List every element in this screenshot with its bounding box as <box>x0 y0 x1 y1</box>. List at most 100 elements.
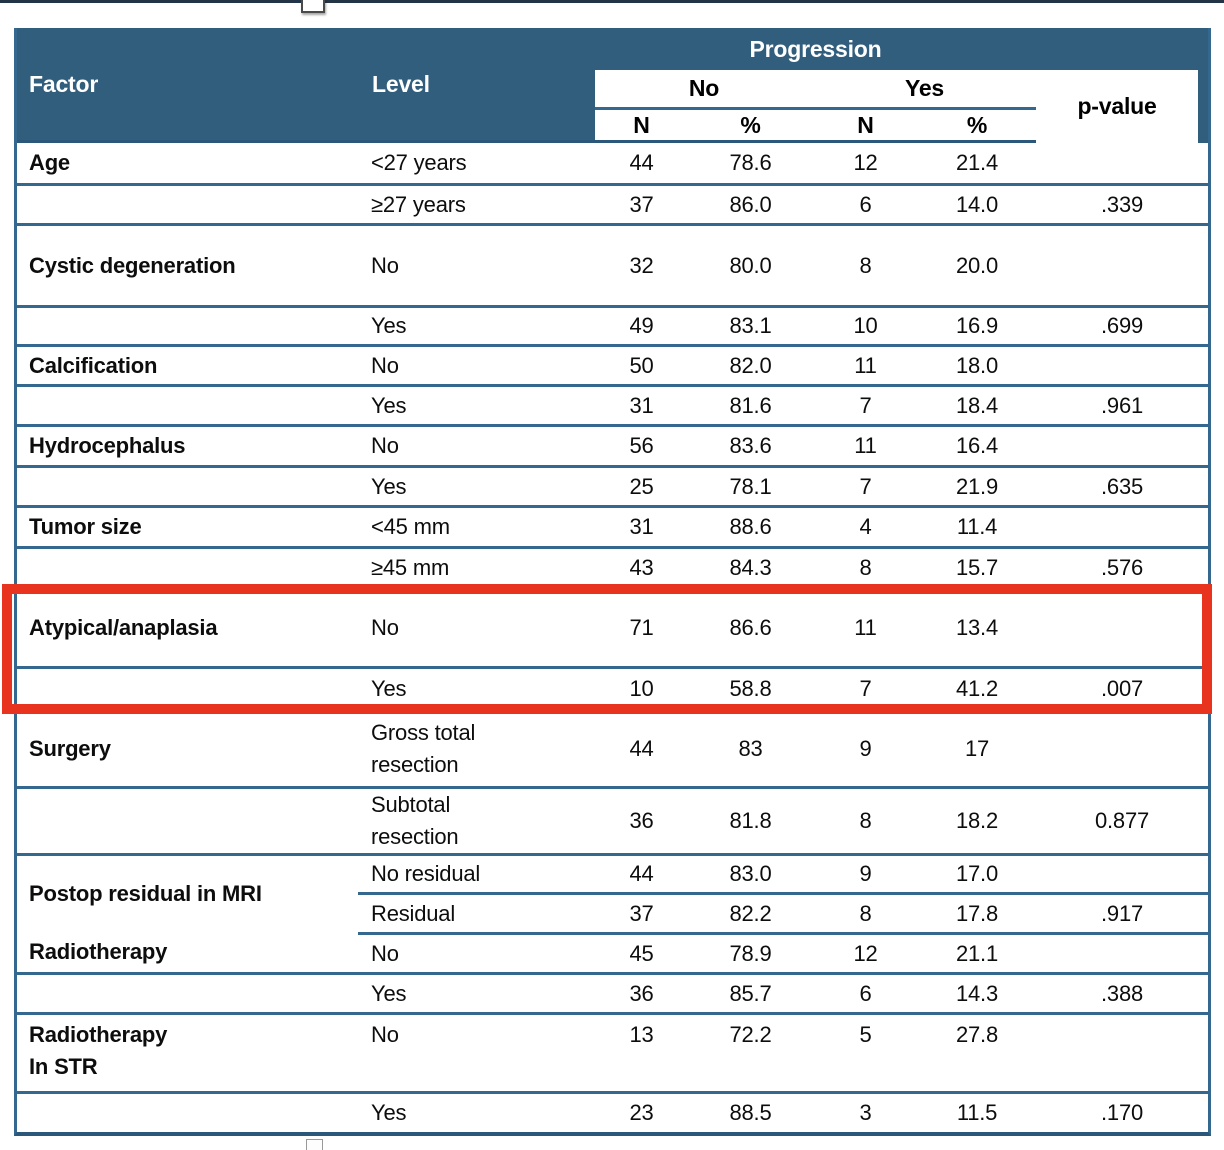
level-cell: No <box>358 1012 595 1091</box>
factor-cell <box>17 546 358 587</box>
p-value-cell <box>1036 344 1209 384</box>
yes-pct-cell: 11.4 <box>918 505 1037 546</box>
table-row: ≥45 mm 43 84.3 8 15.7.576 <box>17 546 1209 587</box>
yes-n-cell: 8 <box>813 223 918 305</box>
yes-n-cell: 11 <box>813 344 918 384</box>
factor-cell: Age <box>17 143 358 183</box>
no-n-header: N <box>595 110 688 143</box>
p-value-cell: .635 <box>1036 465 1209 505</box>
no-pct-cell: 83.6 <box>688 424 813 465</box>
factor-cell: Radiotherapy <box>17 932 358 972</box>
no-n-cell: 71 <box>595 587 688 666</box>
p-value-cell: .388 <box>1036 972 1209 1012</box>
factor-cell: Atypical/anaplasia <box>17 587 358 666</box>
no-pct-cell: 78.6 <box>688 143 813 183</box>
table-row: Radiotherapy No 45 78.9 12 21.1 <box>17 932 1209 972</box>
no-n-cell: 32 <box>595 223 688 305</box>
level-cell: Subtotal resection <box>358 786 595 853</box>
yes-n-cell: 7 <box>813 465 918 505</box>
yes-n-cell: 11 <box>813 424 918 465</box>
no-pct-cell: 81.6 <box>688 384 813 424</box>
level-cell: Yes <box>358 972 595 1012</box>
p-value-cell <box>1036 587 1209 666</box>
table-body: Age <27 years 44 78.6 12 21.4 ≥27 years 37 86.0 6… <box>17 143 1209 1132</box>
no-n-cell: 13 <box>595 1012 688 1091</box>
no-n-cell: 43 <box>595 546 688 587</box>
yes-n-cell: 3 <box>813 1091 918 1132</box>
bottom-resize-handle-icon[interactable] <box>306 1139 323 1150</box>
yes-n-cell: 9 <box>813 853 918 892</box>
yes-pct-cell: 17.8 <box>918 892 1037 932</box>
yes-pct-cell: 17 <box>918 708 1037 786</box>
no-n-cell: 44 <box>595 853 688 892</box>
factor-column-header: Factor <box>17 28 358 143</box>
table-row: Yes 10 58.8 7 41.2.007 <box>17 666 1209 708</box>
yes-n-header: N <box>813 110 918 143</box>
p-value-cell <box>1036 223 1209 305</box>
no-pct-cell: 78.9 <box>688 932 813 972</box>
p-value-cell <box>1036 708 1209 786</box>
yes-pct-cell: 11.5 <box>918 1091 1037 1132</box>
yes-pct-cell: 17.0 <box>918 853 1037 892</box>
factor-cell: Cystic degeneration <box>17 223 358 305</box>
factors-table: Factor Level Progression No Yes p-value … <box>17 28 1209 1132</box>
no-pct-cell: 88.6 <box>688 505 813 546</box>
yes-pct-cell: 18.4 <box>918 384 1037 424</box>
factor-cell <box>17 305 358 344</box>
no-n-cell: 23 <box>595 1091 688 1132</box>
factor-cell: Surgery <box>17 708 358 786</box>
level-cell: No <box>358 424 595 465</box>
yes-n-cell: 5 <box>813 1012 918 1091</box>
factor-cell <box>17 1091 358 1132</box>
p-value-cell: .917 <box>1036 892 1209 932</box>
p-value-cell: .170 <box>1036 1091 1209 1132</box>
level-cell: Yes <box>358 305 595 344</box>
yes-pct-cell: 41.2 <box>918 666 1037 708</box>
factor-cell: Hydrocephalus <box>17 424 358 465</box>
no-pct-cell: 78.1 <box>688 465 813 505</box>
yes-n-cell: 6 <box>813 972 918 1012</box>
factor-cell: Tumor size <box>17 505 358 546</box>
yes-n-cell: 11 <box>813 587 918 666</box>
level-cell: Yes <box>358 666 595 708</box>
yes-pct-cell: 16.9 <box>918 305 1037 344</box>
factor-cell <box>17 183 358 223</box>
table-row: Yes 25 78.1 7 21.9.635 <box>17 465 1209 505</box>
factor-cell <box>17 972 358 1012</box>
no-n-cell: 44 <box>595 143 688 183</box>
no-pct-cell: 82.0 <box>688 344 813 384</box>
yes-pct-cell: 18.0 <box>918 344 1037 384</box>
yes-pct-cell: 16.4 <box>918 424 1037 465</box>
level-cell: <45 mm <box>358 505 595 546</box>
p-value-cell: .007 <box>1036 666 1209 708</box>
no-pct-cell: 80.0 <box>688 223 813 305</box>
no-pct-cell: 81.8 <box>688 786 813 853</box>
table-row: Yes 31 81.6 7 18.4.961 <box>17 384 1209 424</box>
table-row: Tumor size <45 mm 31 88.6 4 11.4 <box>17 505 1209 546</box>
level-cell: No residual <box>358 853 595 892</box>
no-n-cell: 25 <box>595 465 688 505</box>
no-n-cell: 31 <box>595 384 688 424</box>
no-group-header: No <box>595 70 813 110</box>
yes-n-cell: 12 <box>813 143 918 183</box>
factor-cell: Radiotherapy In STR <box>17 1012 358 1091</box>
yes-n-cell: 8 <box>813 786 918 853</box>
progression-statistics-table: Factor Level Progression No Yes p-value … <box>14 28 1211 1136</box>
no-pct-header: % <box>688 110 813 143</box>
yes-n-cell: 8 <box>813 546 918 587</box>
no-n-cell: 45 <box>595 932 688 972</box>
no-n-cell: 37 <box>595 892 688 932</box>
table-row: Cystic degeneration No 32 80.0 8 20.0 <box>17 223 1209 305</box>
level-cell: No <box>358 344 595 384</box>
no-pct-cell: 83.0 <box>688 853 813 892</box>
level-cell: Gross total resection <box>358 708 595 786</box>
p-value-cell: .699 <box>1036 305 1209 344</box>
table-header: Factor Level Progression No Yes p-value … <box>17 28 1209 143</box>
p-value-column-header: p-value <box>1036 70 1209 143</box>
table-row: Surgery Gross total resection 44 83 9 17 <box>17 708 1209 786</box>
yes-n-cell: 6 <box>813 183 918 223</box>
no-pct-cell: 85.7 <box>688 972 813 1012</box>
yes-n-cell: 7 <box>813 666 918 708</box>
level-cell: No <box>358 587 595 666</box>
top-resize-handle-icon[interactable] <box>301 0 325 13</box>
